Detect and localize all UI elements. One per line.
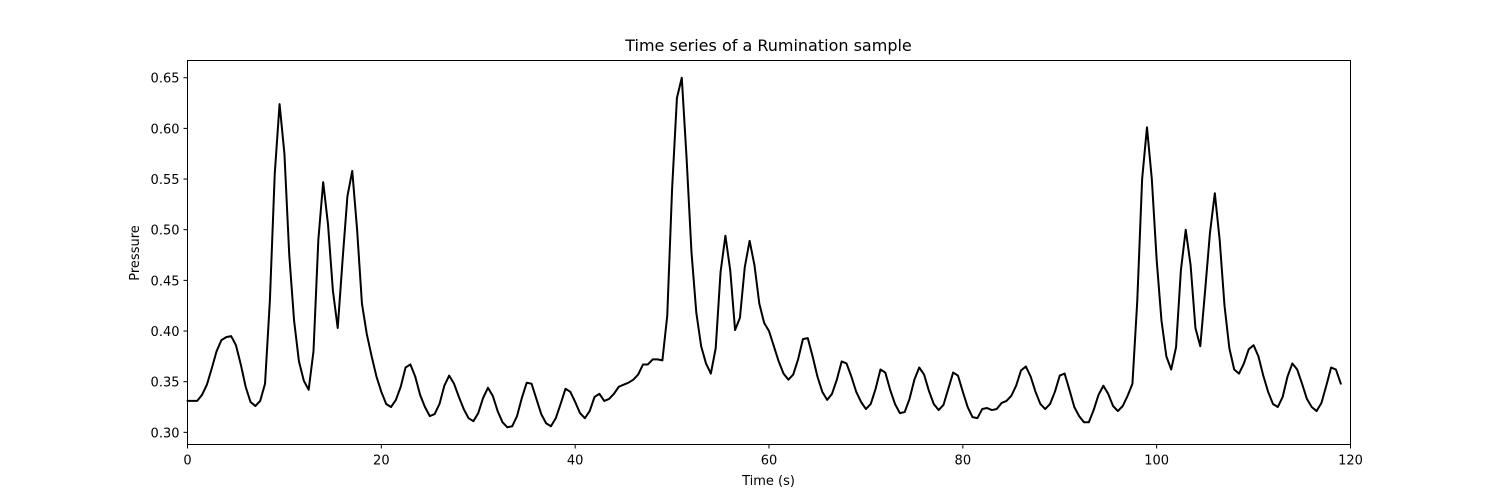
- series-line: [186, 76, 1342, 429]
- y-tick-label: 0.40: [151, 325, 180, 340]
- plot-area: [186, 76, 1342, 429]
- y-tick-label: 0.30: [151, 426, 180, 441]
- axes: 0 20 40 60 80 100 120 0.30 0.35 0.40 0.45 0.50 0.55 0…: [151, 72, 1363, 469]
- y-tick-label: 0.65: [151, 72, 180, 87]
- y-axis-label: Pressure: [128, 225, 143, 281]
- x-tick-label: 100: [1144, 454, 1169, 469]
- x-tick-label: 40: [567, 454, 584, 469]
- x-tick-label: 120: [1338, 454, 1363, 469]
- plot-frame: [187, 60, 1351, 445]
- x-tick-label: 20: [373, 454, 390, 469]
- y-tick-label: 0.45: [151, 274, 180, 289]
- chart-title: Time series of a Rumination sample: [624, 36, 912, 55]
- y-tick-label: 0.55: [151, 173, 180, 188]
- y-tick-label: 0.35: [151, 376, 180, 391]
- x-tick-label: 80: [955, 454, 972, 469]
- x-axis-label: Time (s): [741, 474, 795, 489]
- y-tick-label: 0.60: [151, 122, 180, 137]
- y-tick-label: 0.50: [151, 224, 180, 239]
- x-tick-label: 0: [183, 454, 191, 469]
- x-tick-label: 60: [761, 454, 778, 469]
